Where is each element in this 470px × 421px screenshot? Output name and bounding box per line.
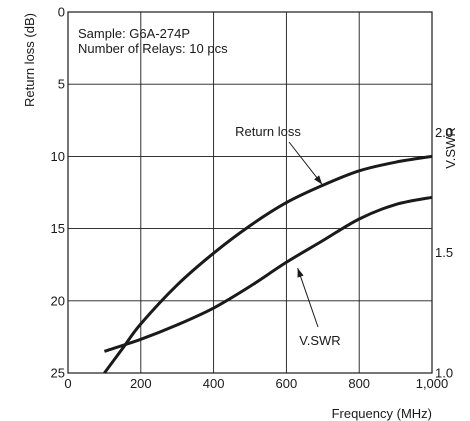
y-left-axis-title: Return loss (dB) xyxy=(22,13,37,107)
y-left-tick-label: 0 xyxy=(58,5,65,20)
y-left-tick-label: 5 xyxy=(58,77,65,92)
x-tick-label: 200 xyxy=(130,376,152,391)
y-right-tick-label: 1.5 xyxy=(435,245,453,260)
x-tick-label: 0 xyxy=(64,376,71,391)
x-tick-label: 1,000 xyxy=(416,376,449,391)
annotation-label-return-loss: Return loss xyxy=(235,124,301,139)
series-line-return-loss xyxy=(103,154,433,374)
y-right-axis-title: V.SWR xyxy=(443,127,458,168)
y-left-tick-label: 15 xyxy=(51,221,65,236)
y-left-tick-label: 25 xyxy=(51,366,65,381)
annotation-arrowhead-v-swr xyxy=(297,268,304,278)
tick-labels: 0 200 400 600 800 1,000 0 5 10 15 20 25 1.0 1.5 2.0 xyxy=(51,5,454,392)
grid xyxy=(68,12,432,373)
plot-frame xyxy=(67,11,433,374)
annotation-leader-v-swr xyxy=(297,267,319,328)
annotations: Return loss V.SWR xyxy=(235,124,341,348)
annotation-label-v-swr: V.SWR xyxy=(299,333,340,348)
y-right-tick-label: 2.0 xyxy=(435,125,453,140)
x-tick-label: 600 xyxy=(276,376,298,391)
x-tick-label: 400 xyxy=(203,376,225,391)
y-left-tick-label: 10 xyxy=(51,149,65,164)
x-axis-title: Frequency (MHz) xyxy=(332,406,432,421)
y-left-tick-label: 20 xyxy=(51,293,65,308)
y-right-tick-label: 1.0 xyxy=(435,366,453,381)
series-lines xyxy=(103,154,433,374)
annotation-arrowhead-return-loss xyxy=(314,175,323,185)
info-line-sample: Sample: G6A-274P xyxy=(78,26,190,41)
series-line-v-swr xyxy=(103,195,433,353)
info-line-relays: Number of Relays: 10 pcs xyxy=(78,41,228,56)
x-tick-label: 800 xyxy=(348,376,370,391)
